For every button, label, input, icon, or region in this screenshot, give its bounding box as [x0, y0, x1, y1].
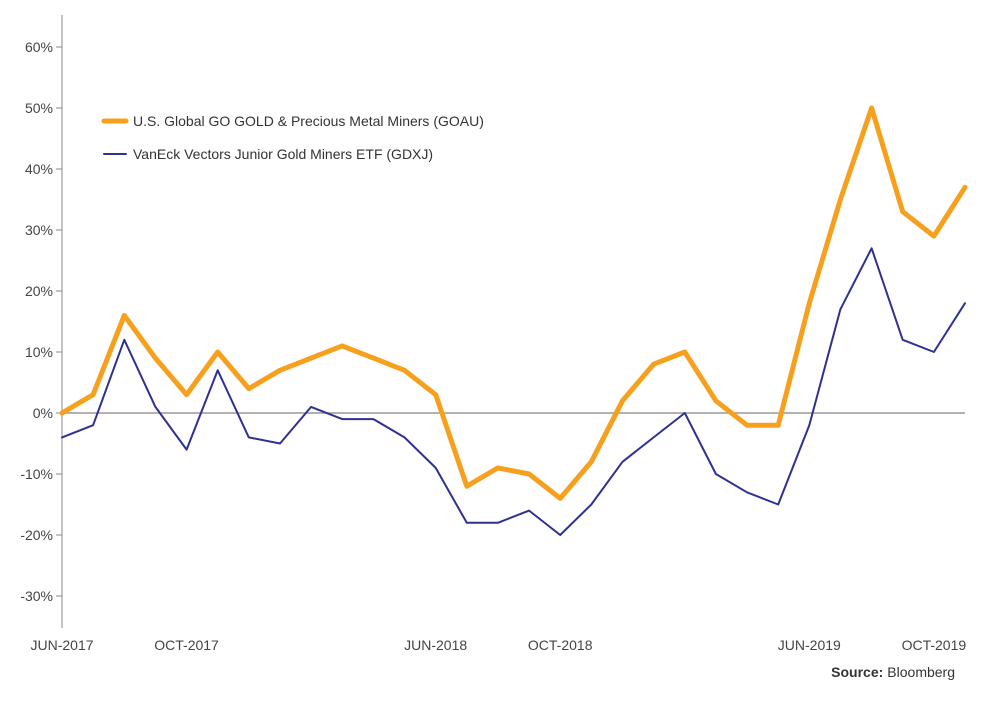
- legend-label: VanEck Vectors Junior Gold Miners ETF (G…: [133, 146, 433, 162]
- data-point: [653, 363, 655, 365]
- data-point: [310, 406, 312, 408]
- x-tick-label: OCT-2017: [154, 637, 219, 653]
- source-label: Source:: [831, 664, 883, 680]
- data-point: [123, 314, 125, 316]
- y-tick-label: 40%: [25, 161, 53, 177]
- data-point: [61, 412, 63, 414]
- x-tick-label: JUN-2018: [404, 637, 467, 653]
- data-point: [933, 351, 935, 353]
- data-point: [341, 345, 343, 347]
- data-point: [310, 357, 312, 359]
- data-point: [279, 369, 281, 371]
- data-point: [528, 473, 530, 475]
- data-point: [154, 406, 156, 408]
- data-point: [123, 339, 125, 341]
- data-point: [559, 497, 561, 499]
- y-tick-label: -10%: [20, 466, 53, 482]
- data-point: [466, 485, 468, 487]
- data-point: [372, 357, 374, 359]
- data-point: [715, 400, 717, 402]
- data-point: [248, 436, 250, 438]
- data-point: [622, 400, 623, 402]
- data-point: [217, 369, 219, 371]
- data-point: [715, 473, 717, 475]
- data-point: [435, 394, 437, 396]
- data-point: [497, 467, 499, 469]
- data-point: [808, 302, 810, 304]
- data-point: [341, 418, 343, 420]
- data-point: [964, 186, 966, 188]
- data-point: [684, 412, 686, 414]
- data-point: [435, 467, 437, 469]
- source-note: Source: Bloomberg: [831, 664, 955, 680]
- series-line-1: [61, 247, 966, 536]
- data-point: [746, 491, 748, 493]
- data-point: [404, 369, 405, 371]
- x-tick-label: OCT-2019: [902, 637, 967, 653]
- data-point: [839, 308, 841, 310]
- data-point: [622, 461, 623, 463]
- data-point: [653, 436, 655, 438]
- data-point: [186, 394, 188, 396]
- data-point: [217, 351, 219, 353]
- data-point: [777, 504, 779, 505]
- data-point: [871, 247, 873, 249]
- data-point: [528, 510, 530, 512]
- legend: U.S. Global GO GOLD & Precious Metal Min…: [101, 113, 484, 162]
- data-point: [902, 211, 904, 213]
- data-point: [590, 461, 592, 463]
- x-axis: JUN-2017 OCT-2017 JUN-2018 OCT-2018 JUN-2019…: [30, 637, 966, 653]
- y-axis: 60% 50% 40% 30% 20% 10% 0% -10% -20% -30%: [20, 15, 63, 628]
- y-tick-label: 30%: [25, 222, 53, 238]
- data-point: [777, 424, 779, 426]
- data-point: [933, 235, 935, 237]
- y-tick-label: -30%: [20, 588, 53, 604]
- y-tick-label: 20%: [25, 283, 53, 299]
- data-point: [186, 449, 188, 451]
- data-point: [590, 504, 592, 505]
- y-tick-label: -20%: [20, 527, 53, 543]
- data-point: [466, 522, 468, 524]
- data-point: [404, 436, 405, 438]
- data-point: [964, 302, 966, 304]
- data-point: [92, 394, 94, 396]
- data-point: [92, 424, 94, 426]
- data-point: [871, 107, 873, 109]
- x-tick-label: OCT-2018: [528, 637, 593, 653]
- data-point: [279, 443, 281, 444]
- data-point: [559, 534, 561, 536]
- source-value: Bloomberg: [887, 664, 955, 680]
- y-tick-label: 50%: [25, 100, 53, 116]
- data-point: [248, 388, 250, 390]
- series-line-0: [59, 105, 968, 501]
- data-point: [839, 199, 841, 200]
- y-tick-label: 60%: [25, 39, 53, 55]
- legend-label: U.S. Global GO GOLD & Precious Metal Min…: [133, 113, 484, 129]
- series-lines: [59, 105, 968, 536]
- x-tick-label: JUN-2019: [778, 637, 841, 653]
- data-point: [684, 351, 686, 353]
- data-point: [154, 357, 156, 359]
- data-point: [372, 418, 374, 420]
- data-point: [902, 339, 904, 341]
- data-point: [746, 424, 748, 426]
- data-point: [497, 522, 499, 524]
- y-tick-label: 0%: [33, 405, 53, 421]
- data-point: [61, 436, 63, 438]
- x-tick-label: JUN-2017: [30, 637, 93, 653]
- data-point: [808, 424, 810, 426]
- y-tick-label: 10%: [25, 344, 53, 360]
